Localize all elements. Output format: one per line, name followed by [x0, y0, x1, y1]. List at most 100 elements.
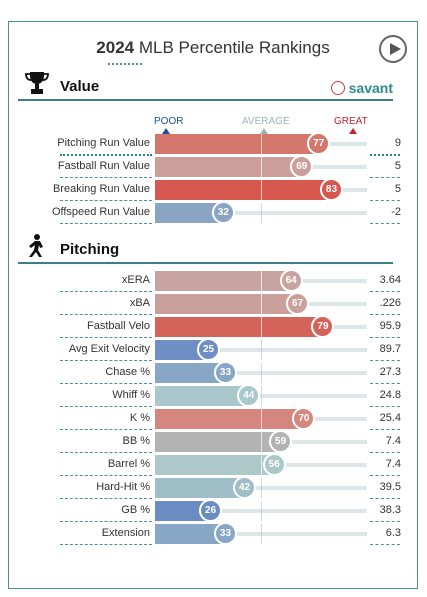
- percentile-bar: [155, 134, 319, 154]
- page-title: 2024 MLB Percentile Rankings: [9, 38, 417, 58]
- metric-label: Avg Exit Velocity: [68, 343, 150, 355]
- percentile-bar: [155, 478, 245, 498]
- value-divider: [370, 452, 400, 453]
- metric-value: 6.3: [385, 527, 401, 539]
- row-divider: [60, 452, 152, 453]
- metric-label: GB %: [121, 504, 150, 516]
- pitcher-icon: [29, 234, 43, 257]
- row-divider: [60, 223, 152, 224]
- metric-label: Pitching Run Value: [57, 137, 150, 149]
- scale-great-marker: [349, 128, 357, 134]
- play-button[interactable]: [379, 35, 407, 63]
- metric-label: Barrel %: [107, 458, 150, 470]
- metric-label: xBA: [129, 297, 150, 309]
- row-divider: [60, 154, 152, 156]
- metric-label: Fastball Run Value: [57, 160, 150, 172]
- value-divider: [370, 223, 400, 224]
- row-divider: [60, 314, 152, 315]
- value-divider: [370, 291, 400, 292]
- percentile-bar: [155, 180, 331, 200]
- row-divider: [60, 360, 152, 361]
- percentile-bubble: 79: [311, 315, 335, 338]
- section-title-value: Value: [60, 78, 100, 95]
- scale-poor-label: POOR: [154, 116, 184, 127]
- percentile-bar: [155, 203, 223, 223]
- average-line: [261, 134, 262, 154]
- value-divider: [370, 314, 400, 315]
- value-divider: [370, 429, 400, 430]
- metric-value: 9: [394, 137, 401, 149]
- percentile-bar: [155, 317, 323, 337]
- percentile-bubble: 32: [211, 201, 235, 224]
- value-divider: [370, 337, 400, 338]
- row-divider: [60, 475, 152, 476]
- average-line: [261, 180, 262, 200]
- metric-value: 7.4: [385, 435, 401, 447]
- percentile-bubble: 44: [237, 384, 261, 407]
- scale-poor-marker: [162, 128, 170, 134]
- metric-value: 95.9: [379, 320, 401, 332]
- percentile-bar: [155, 455, 274, 475]
- value-divider: [370, 154, 400, 156]
- metric-value: 27.3: [379, 366, 401, 378]
- percentile-bar: [155, 524, 225, 544]
- savant-label: savant: [348, 80, 393, 96]
- value-divider: [370, 406, 400, 407]
- baseball-icon: [330, 81, 345, 95]
- average-line: [261, 203, 262, 223]
- percentile-bubble: 64: [279, 269, 303, 292]
- percentile-bubble: 42: [233, 476, 257, 499]
- average-line: [261, 524, 262, 544]
- metric-label: BB %: [122, 435, 150, 447]
- value-divider: [370, 383, 400, 384]
- metric-value: -2: [391, 206, 401, 218]
- percentile-bar: [155, 432, 281, 452]
- average-line: [261, 363, 262, 383]
- metric-value: 5: [394, 183, 401, 195]
- average-line: [261, 317, 262, 337]
- metric-label: K %: [129, 412, 150, 424]
- percentile-bubble: 69: [290, 155, 314, 178]
- average-line: [261, 340, 262, 360]
- value-divider: [370, 200, 400, 201]
- percentile-bar: [155, 363, 225, 383]
- row-divider: [60, 383, 152, 384]
- row-divider: [60, 177, 152, 178]
- metric-value: 24.8: [379, 389, 401, 401]
- row-divider: [60, 200, 152, 201]
- section-header-value: Value savant: [18, 69, 393, 101]
- row-divider: [60, 498, 152, 499]
- savant-logo[interactable]: savant: [330, 80, 393, 96]
- row-divider: [60, 521, 152, 522]
- percentile-bar: [155, 340, 208, 360]
- value-divider: [370, 544, 400, 545]
- title-underline: [108, 63, 142, 65]
- percentile-bubble: 56: [262, 453, 286, 476]
- metric-label: Hard-Hit %: [96, 481, 150, 493]
- percentile-bar: [155, 409, 304, 429]
- percentile-bubble: 59: [269, 430, 293, 453]
- metric-value: 3.64: [379, 274, 401, 286]
- average-line: [261, 478, 262, 498]
- scale-great-label: GREAT: [334, 116, 368, 127]
- percentile-bubble: 25: [197, 338, 220, 361]
- row-divider: [60, 406, 152, 407]
- value-divider: [370, 475, 400, 476]
- metric-value: 89.7: [379, 343, 401, 355]
- section-title-pitching: Pitching: [60, 241, 120, 258]
- metric-label: Whiff %: [112, 389, 150, 401]
- average-line: [261, 386, 262, 406]
- average-line: [261, 271, 262, 291]
- row-divider: [60, 337, 152, 338]
- section-header-pitching: Pitching: [18, 232, 393, 264]
- metric-label: Fastball Velo: [87, 320, 150, 332]
- metric-label: xERA: [121, 274, 150, 286]
- average-line: [261, 157, 262, 177]
- percentile-bar: [155, 157, 302, 177]
- average-line: [261, 432, 262, 452]
- trophy-icon: [25, 72, 49, 94]
- average-line: [261, 455, 262, 475]
- percentile-bubble: 77: [307, 132, 331, 155]
- title-year: 2024: [96, 38, 135, 57]
- value-divider: [370, 360, 400, 361]
